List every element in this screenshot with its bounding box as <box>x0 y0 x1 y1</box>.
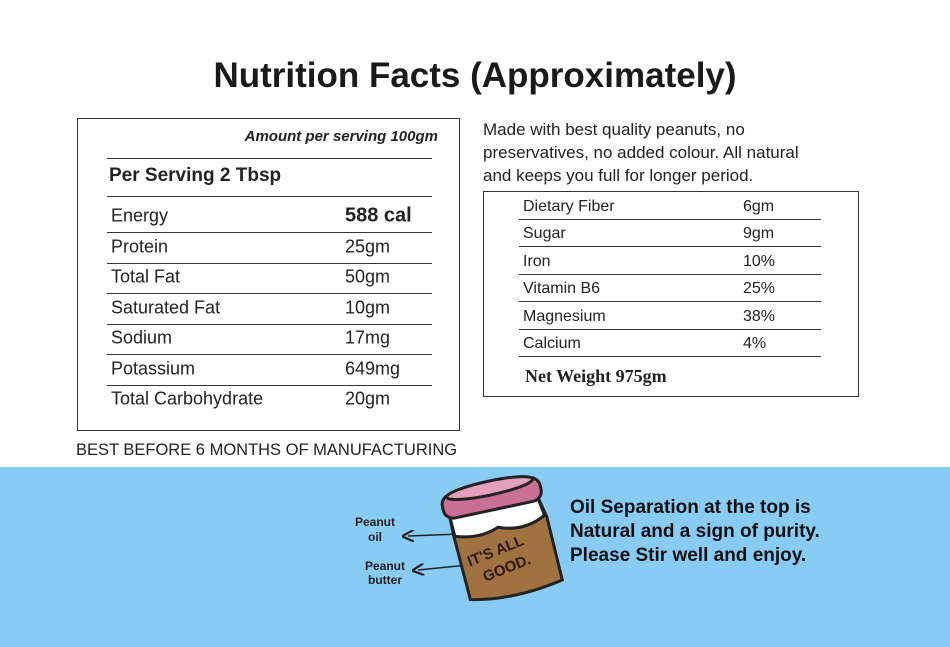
row-value: 20gm <box>345 388 391 409</box>
row-label: Iron <box>523 252 551 270</box>
jar-oil <box>447 494 547 539</box>
row-label: Vitamin B6 <box>523 280 601 298</box>
nutrition-box <box>77 118 460 431</box>
row-label: Protein <box>111 236 169 256</box>
row-value: 25% <box>743 280 776 298</box>
divider <box>107 158 432 159</box>
title: Nutrition Facts (Approximately) <box>213 56 737 95</box>
row-value: 10gm <box>345 297 391 317</box>
row-divider <box>519 219 821 220</box>
row-divider <box>107 384 432 386</box>
row-divider <box>519 356 821 357</box>
butter-label: Peanut butter <box>355 559 415 587</box>
row-label: Dietary Fiber <box>523 198 615 215</box>
row-label: Potassium <box>111 358 196 378</box>
note-line: Natural and a sign of purity. <box>570 521 820 542</box>
row-value: 588 cal <box>345 204 412 227</box>
oil-label: Peanut oil <box>345 515 405 545</box>
row-divider <box>519 301 821 303</box>
row-divider <box>107 262 432 264</box>
row-value: 17mg <box>345 327 391 348</box>
row-divider <box>107 323 432 325</box>
row-divider <box>519 328 821 330</box>
row-label: Sugar <box>523 225 566 243</box>
row-value: 6gm <box>743 198 775 215</box>
description-line: Made with best quality peanuts, no <box>483 120 745 139</box>
jar-illustration: IT'S ALL GOOD. <box>400 475 565 602</box>
jar-lid-top <box>445 475 535 502</box>
row-divider <box>107 293 432 294</box>
row-value: 4% <box>743 335 767 352</box>
row-divider <box>107 354 432 355</box>
row-divider <box>519 246 821 248</box>
net-weight: Net Weight 975gm <box>525 366 667 386</box>
label-line: oil <box>368 530 382 544</box>
row-label: Saturated Fat <box>111 297 221 317</box>
divider <box>107 196 432 197</box>
description-line: preservatives, no added colour. All natu… <box>483 143 799 162</box>
serving: Per Serving 2 Tbsp <box>109 165 282 186</box>
row-value: 10% <box>743 252 776 270</box>
description: Made with best quality peanuts, no prese… <box>483 118 799 187</box>
row-value: 25gm <box>345 236 391 256</box>
row-value: 649mg <box>345 358 401 378</box>
note-line: Oil Separation at the top is <box>570 497 811 518</box>
row-label: Total Fat <box>111 266 181 287</box>
label-line: Peanut <box>354 515 395 529</box>
table-header: Amount per serving 100gm <box>244 128 438 145</box>
arrow <box>408 534 461 536</box>
row-label: Energy <box>111 205 169 226</box>
arrow <box>418 565 469 570</box>
row-divider <box>107 232 432 233</box>
best-before: BEST BEFORE 6 MONTHS OF MANUFACTURING <box>76 441 458 459</box>
row-label: Total Carbohydrate <box>111 388 264 409</box>
row-value: 38% <box>743 307 776 325</box>
row-divider <box>519 273 821 275</box>
label-line: butter <box>368 573 402 587</box>
row-label: Magnesium <box>523 307 606 325</box>
description-line: and keeps you full for longer period. <box>483 166 754 185</box>
note-line: Please Stir well and enjoy. <box>570 545 807 566</box>
row-value: 9gm <box>743 225 775 243</box>
label-line: Peanut <box>364 559 405 573</box>
row-value: 50gm <box>345 266 391 287</box>
row-label: Sodium <box>111 327 173 348</box>
row-label: Calcium <box>523 335 581 352</box>
minerals-box <box>483 191 859 397</box>
